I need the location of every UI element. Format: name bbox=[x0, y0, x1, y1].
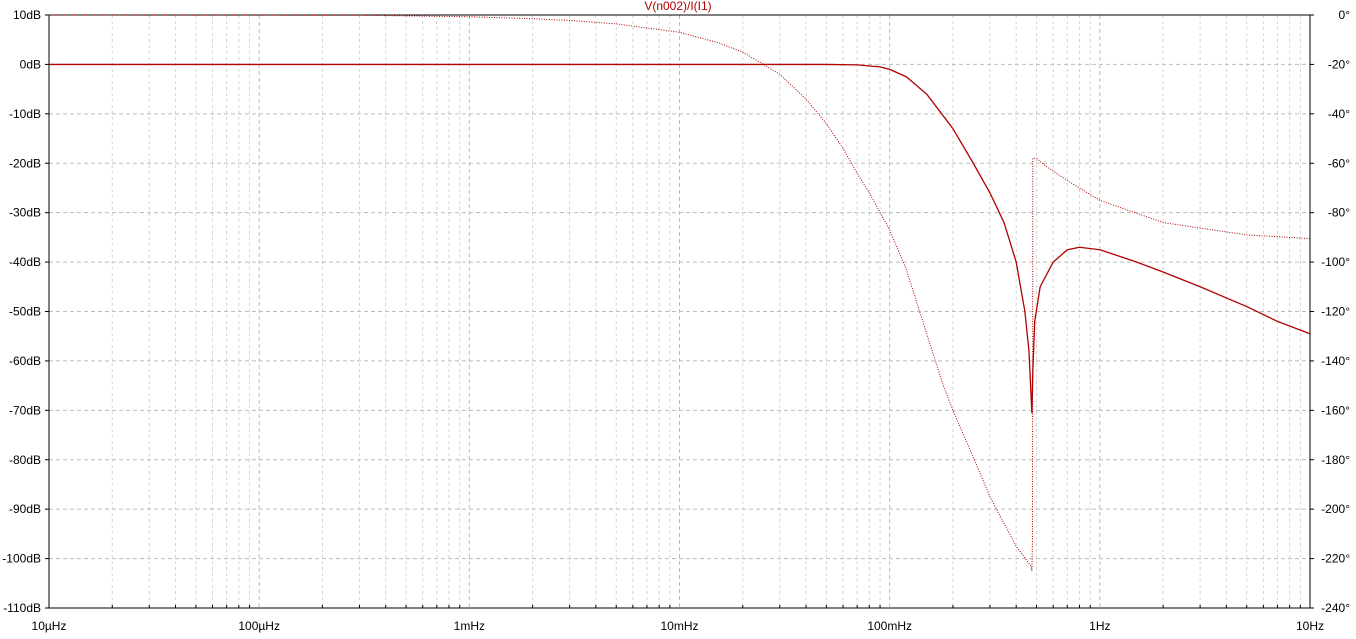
y2-tick-label: -160° bbox=[1321, 403, 1350, 417]
x-tick-label: 100µHz bbox=[238, 619, 280, 633]
x-tick-label: 10µHz bbox=[32, 619, 67, 633]
y-tick-label: -30dB bbox=[9, 206, 41, 220]
y2-tick-label: -180° bbox=[1321, 453, 1350, 467]
y2-tick-label: -200° bbox=[1321, 502, 1350, 516]
x-tick-label: 1Hz bbox=[1089, 619, 1110, 633]
y2-tick-label: -140° bbox=[1321, 354, 1350, 368]
series-phase-line bbox=[48, 14, 1311, 572]
chart-title: V(n002)/I(I1) bbox=[644, 0, 711, 13]
y-tick-label: -40dB bbox=[9, 255, 41, 269]
y-tick-label: -90dB bbox=[9, 502, 41, 516]
y-tick-label: 0dB bbox=[20, 57, 41, 71]
y-tick-label: -20dB bbox=[9, 156, 41, 170]
y2-tick-label: -80° bbox=[1328, 206, 1350, 220]
y-tick-label: -70dB bbox=[9, 403, 41, 417]
y-tick-label: 10dB bbox=[13, 8, 41, 22]
y2-tick-label: -240° bbox=[1321, 601, 1350, 615]
y2-tick-label: -40° bbox=[1328, 107, 1350, 121]
x-tick-label: 10mHz bbox=[660, 619, 698, 633]
x-tick-label: 100mHz bbox=[867, 619, 912, 633]
y-tick-label: -100dB bbox=[2, 552, 41, 566]
y2-tick-label: 0° bbox=[1339, 8, 1351, 22]
y-tick-label: -110dB bbox=[3, 601, 41, 615]
y2-tick-label: -20° bbox=[1328, 57, 1350, 71]
y2-tick-label: -100° bbox=[1321, 255, 1350, 269]
y2-tick-label: -120° bbox=[1321, 305, 1350, 319]
y-tick-label: -10dB bbox=[9, 107, 41, 121]
x-tick-label: 1mHz bbox=[454, 619, 485, 633]
y2-tick-label: -220° bbox=[1321, 552, 1350, 566]
series-magnitude-line bbox=[49, 63, 1311, 414]
y-tick-label: -50dB bbox=[9, 305, 41, 319]
x-tick-label: 10Hz bbox=[1296, 619, 1324, 633]
y2-tick-label: -60° bbox=[1328, 156, 1350, 170]
y-tick-label: -60dB bbox=[9, 354, 41, 368]
y-tick-label: -80dB bbox=[9, 453, 41, 467]
